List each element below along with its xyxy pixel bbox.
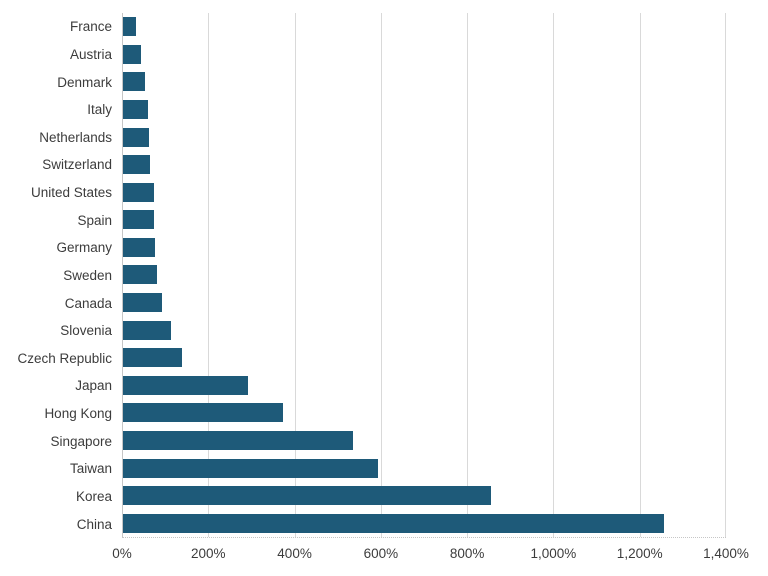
category-label: Spain — [77, 212, 112, 228]
bar-row — [122, 399, 726, 427]
x-tick-label: 1,000% — [530, 546, 577, 561]
bar-china — [123, 513, 664, 533]
x-tick-label: 400% — [277, 546, 312, 561]
bar-japan — [123, 375, 248, 395]
category-label: Singapore — [50, 433, 112, 449]
category-label: China — [76, 516, 112, 532]
gridline — [725, 13, 726, 537]
category-label: Taiwan — [69, 461, 112, 477]
bar-switzerland — [123, 155, 151, 175]
bar-canada — [123, 293, 163, 313]
bar-row — [122, 427, 726, 455]
bar-row — [122, 68, 726, 96]
category-label: Switzerland — [42, 157, 112, 173]
category-label: Japan — [75, 378, 112, 394]
category-label: Korea — [75, 488, 112, 504]
bar-row — [122, 123, 726, 151]
category-label: Austria — [69, 46, 112, 62]
bar-row — [122, 13, 726, 41]
category-label: Czech Republic — [17, 350, 112, 366]
category-labels: France Austria Denmark Italy Netherlands Swit… — [0, 13, 112, 538]
category-label: Netherlands — [39, 129, 112, 145]
gridlines — [122, 13, 726, 537]
category-label: Sweden — [63, 267, 112, 283]
bar-row — [122, 482, 726, 510]
category-label: Germany — [56, 240, 112, 256]
bar-row — [122, 316, 726, 344]
bar-row — [122, 96, 726, 124]
bar-row — [122, 234, 726, 262]
x-tick-label: 800% — [449, 546, 485, 561]
bar-hong-kong — [123, 403, 284, 423]
bar-spain — [123, 210, 155, 230]
gridline — [639, 13, 641, 537]
gridline — [294, 13, 296, 537]
bar-row — [122, 206, 726, 234]
plot-area — [122, 13, 726, 538]
bar-czech-republic — [123, 348, 182, 368]
category-label: France — [69, 19, 112, 35]
bar-korea — [123, 486, 491, 506]
bar-denmark — [123, 72, 146, 92]
category-label: Denmark — [57, 74, 112, 90]
bar-row — [122, 454, 726, 482]
bar-row — [122, 289, 726, 317]
bar-united-states — [123, 182, 154, 202]
bar-netherlands — [123, 127, 149, 147]
x-tick-label: 600% — [363, 546, 399, 561]
gridline — [553, 13, 555, 537]
x-tick-label: 1,200% — [616, 546, 663, 561]
y-axis-line — [122, 13, 123, 537]
bar-austria — [123, 44, 142, 64]
gridline — [380, 13, 382, 537]
bar-singapore — [123, 430, 353, 450]
category-label: Italy — [87, 102, 112, 118]
bar-row — [122, 151, 726, 179]
bars — [122, 13, 726, 537]
bar-row — [122, 509, 726, 537]
bar-row — [122, 41, 726, 69]
x-tick-label: 200% — [191, 546, 226, 561]
category-label: Slovenia — [60, 323, 112, 339]
x-tick-label: 1,400% — [703, 546, 749, 561]
bar-sweden — [123, 265, 157, 285]
bar-germany — [123, 237, 155, 257]
gridline — [208, 13, 210, 537]
bar-row — [122, 178, 726, 206]
gridline — [467, 13, 469, 537]
bar-italy — [123, 100, 148, 120]
x-tick-label: 0% — [112, 546, 132, 561]
bar-taiwan — [123, 458, 378, 478]
category-label: United States — [30, 185, 112, 201]
bar-slovenia — [123, 320, 172, 340]
bar-france — [123, 17, 137, 37]
x-axis: 0% 200% 400% 600% 800% 1,000% 1,200% 1,400% — [112, 544, 749, 566]
bar-row — [122, 372, 726, 400]
bar-row — [122, 344, 726, 372]
category-label: Hong Kong — [44, 406, 112, 422]
category-label: Canada — [64, 295, 112, 311]
bar-row — [122, 261, 726, 289]
